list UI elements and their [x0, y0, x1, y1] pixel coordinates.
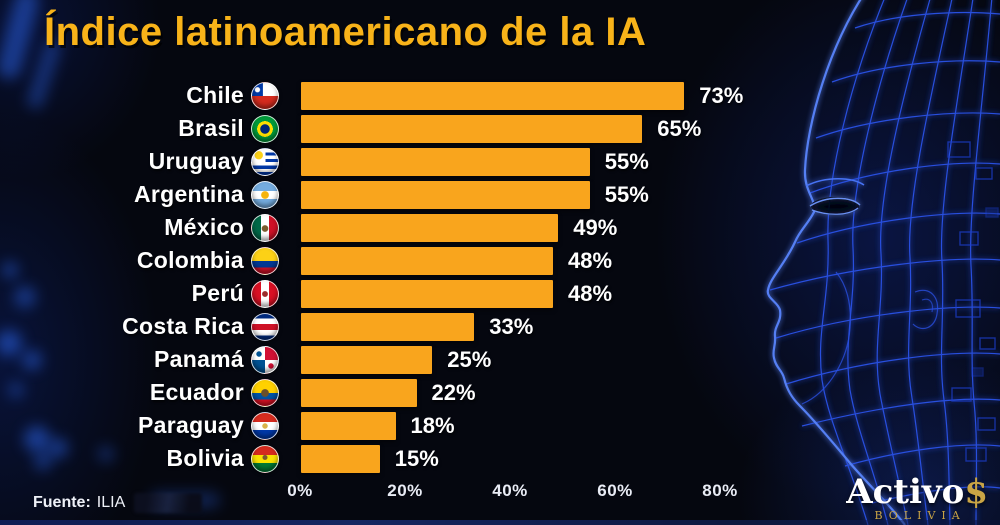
x-axis-tick: 40%: [492, 481, 528, 500]
chart-row-chile: Chile 73%: [0, 79, 1000, 112]
value-label-peru: 48%: [568, 280, 613, 306]
source-prefix: Fuente:: [33, 494, 91, 511]
activos-bolivia-logo: Activo$ BOLIVIA: [846, 475, 988, 521]
x-axis-tick: 80%: [702, 481, 738, 500]
x-axis-tick: 20%: [387, 481, 423, 500]
country-label-panama: Panamá: [153, 346, 244, 372]
paraguay-flag-icon: [251, 411, 279, 440]
country-label-peru: Perú: [191, 280, 244, 306]
dollar-sign-icon: $: [964, 472, 988, 512]
bar-paraguay: [301, 411, 396, 440]
value-label-costa-rica: 33%: [489, 313, 534, 339]
bar-costa-rica: [301, 312, 475, 341]
chart-row-ecuador: Ecuador 22%: [0, 376, 1000, 409]
country-label-mexico: México: [164, 214, 244, 240]
chart-row-bolivia: Bolivia 15%: [0, 442, 1000, 475]
value-label-colombia: 48%: [568, 247, 613, 273]
page-title: Índice latinoamericano de la IA: [44, 10, 647, 54]
blurred-source-detail: [134, 493, 203, 513]
bolivia-flag-icon: [251, 444, 279, 473]
value-label-panama: 25%: [447, 346, 492, 372]
chart-row-uruguay: Uruguay 55%: [0, 145, 1000, 178]
panama-flag-icon: [251, 345, 279, 374]
chart-row-paraguay: Paraguay 18%: [0, 409, 1000, 442]
mexico-flag-icon: [251, 213, 279, 242]
chart-row-panama: Panamá 25%: [0, 343, 1000, 376]
bar-chart: Chile 73% Brasil 65% Uruguay 55% Argenti…: [0, 79, 1000, 475]
logo-wordmark: Activo$: [846, 472, 988, 512]
argentina-flag-icon: [251, 180, 279, 209]
value-label-brasil: 65%: [657, 115, 702, 141]
bar-panama: [301, 345, 433, 374]
bar-argentina: [301, 180, 590, 209]
value-label-paraguay: 18%: [410, 412, 455, 438]
source-name: ILIA: [96, 494, 126, 511]
peru-flag-icon: [251, 279, 279, 308]
country-label-paraguay: Paraguay: [138, 412, 244, 438]
bar-colombia: [301, 246, 553, 275]
bar-mexico: [301, 213, 559, 242]
bar-chile: [301, 81, 685, 110]
country-label-argentina: Argentina: [133, 181, 244, 207]
country-label-costa-rica: Costa Rica: [122, 313, 244, 339]
chart-row-argentina: Argentina 55%: [0, 178, 1000, 211]
country-label-uruguay: Uruguay: [148, 148, 244, 174]
country-label-colombia: Colombia: [136, 247, 244, 273]
value-label-uruguay: 55%: [604, 148, 649, 174]
chart-row-costa-rica: Costa Rica 33%: [0, 310, 1000, 343]
country-label-brasil: Brasil: [178, 115, 244, 141]
logo-word: Activo: [846, 472, 965, 512]
value-label-bolivia: 15%: [394, 445, 439, 471]
bottom-light-strip: [0, 520, 1000, 525]
bar-ecuador: [301, 378, 417, 407]
value-label-mexico: 49%: [573, 214, 618, 240]
chart-row-mexico: México 49%: [0, 211, 1000, 244]
uruguay-flag-icon: [251, 147, 279, 176]
chart-row-peru: Perú 48%: [0, 277, 1000, 310]
country-label-chile: Chile: [186, 82, 244, 108]
ecuador-flag-icon: [251, 378, 279, 407]
x-axis-tick: 0%: [287, 481, 313, 500]
bar-bolivia: [301, 444, 380, 473]
chart-row-colombia: Colombia 48%: [0, 244, 1000, 277]
country-label-ecuador: Ecuador: [149, 379, 244, 405]
colombia-flag-icon: [251, 246, 279, 275]
x-axis-tick: 60%: [597, 481, 633, 500]
source-attribution: Fuente: ILIA: [33, 493, 203, 513]
costa-rica-flag-icon: [251, 312, 279, 341]
bar-uruguay: [301, 147, 590, 176]
wireframe-head: [766, 0, 1000, 525]
value-label-argentina: 55%: [604, 181, 649, 207]
chart-row-brasil: Brasil 65%: [0, 112, 1000, 145]
country-label-bolivia: Bolivia: [166, 445, 244, 471]
brasil-flag-icon: [251, 114, 279, 143]
bar-brasil: [301, 114, 643, 143]
bar-peru: [301, 279, 553, 308]
logo-subtitle: BOLIVIA: [874, 509, 966, 522]
value-label-chile: 73%: [699, 82, 744, 108]
bokeh-light: [0, 0, 42, 82]
chile-flag-icon: [251, 81, 279, 110]
value-label-ecuador: 22%: [431, 379, 476, 405]
